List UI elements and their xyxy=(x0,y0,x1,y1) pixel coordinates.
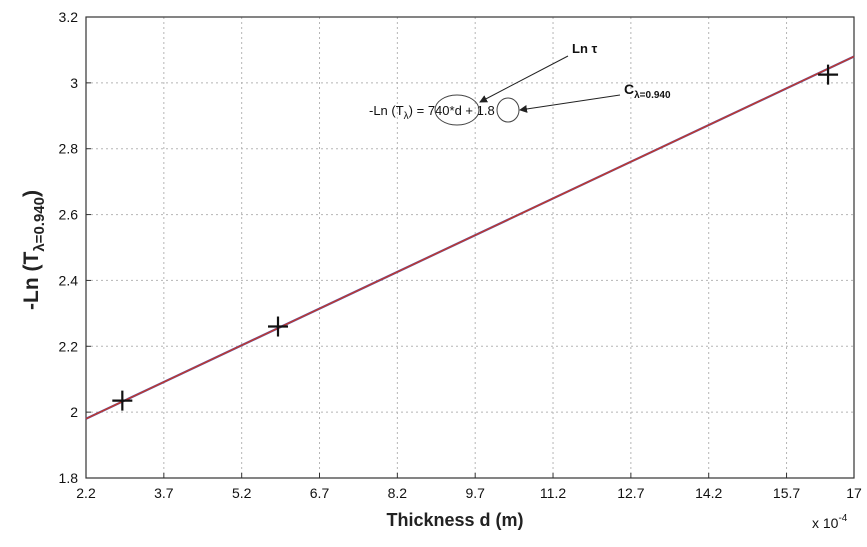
data-point-marker xyxy=(818,64,839,85)
slope-term-circle xyxy=(434,94,480,126)
svg-text:-Ln (Tλ) = 740*d + 1.8: -Ln (Tλ) = 740*d + 1.8 xyxy=(369,103,495,122)
y-tick-label: 2.2 xyxy=(59,338,79,354)
y-axis-label-prefix: -Ln (T xyxy=(20,252,43,310)
svg-text:-Ln (Tλ=0.940): -Ln (Tλ=0.940) xyxy=(20,190,48,310)
intercept-term-circle xyxy=(496,97,520,123)
x-tick-label: 12.7 xyxy=(617,485,644,501)
x-tick-label: 14.2 xyxy=(695,485,722,501)
x-tick-label: 3.7 xyxy=(154,485,174,501)
y-tick-label: 1.8 xyxy=(59,470,79,486)
equation-plus: + xyxy=(462,103,477,118)
x-axis-multiplier: x 10-4 xyxy=(812,513,848,531)
x-tick-label: 6.7 xyxy=(310,485,330,501)
x-tick-label: 11.2 xyxy=(540,485,566,501)
x-axis-label: Thickness d (m) xyxy=(386,510,523,530)
y-tick-label: 2 xyxy=(70,404,78,420)
y-tick-label: 3.2 xyxy=(59,9,79,25)
equation-subscript: λ xyxy=(404,111,409,122)
x-tick-label: 2.2 xyxy=(76,485,96,501)
y-tick-labels: 1.8 2 2.2 2.4 2.6 2.8 3 3.2 xyxy=(59,9,79,486)
fit-line xyxy=(85,55,855,420)
grid xyxy=(85,16,855,479)
y-tick-label: 3 xyxy=(70,75,78,91)
x-tick-labels: 2.2 3.7 5.2 6.7 8.2 9.7 11.2 12.7 14.2 15.7 17 xyxy=(76,485,862,501)
plot-area-frame xyxy=(85,16,855,479)
x-tick-label: 9.7 xyxy=(465,485,485,501)
equation-intercept-term: 1.8 xyxy=(477,103,495,118)
fit-equation-annotation: -Ln (Tλ) = 740*d + 1.8 xyxy=(369,94,520,126)
equation-mid: ) = xyxy=(409,103,428,118)
x-axis-multiplier-base: x 10 xyxy=(812,515,839,531)
c-lambda-subscript: λ=0.940 xyxy=(634,90,671,101)
x-tick-label: 17 xyxy=(846,485,862,501)
y-tick-label: 2.4 xyxy=(59,272,79,288)
data-point-marker xyxy=(268,316,288,337)
y-axis-label-subscript: λ=0.940 xyxy=(31,197,48,252)
c-lambda-main: C xyxy=(624,81,634,97)
equation-prefix: -Ln (T xyxy=(369,103,404,118)
x-axis-multiplier-exponent: -4 xyxy=(838,513,847,524)
equation-slope-term: 740*d xyxy=(428,103,462,118)
y-tick-label: 2.8 xyxy=(59,141,79,157)
ln-tau-label: Ln τ xyxy=(572,41,597,56)
x-tick-label: 15.7 xyxy=(773,485,800,501)
series xyxy=(85,55,855,420)
c-lambda-arrow xyxy=(519,94,621,113)
x-tick-label: 8.2 xyxy=(388,485,408,501)
data-point-marker xyxy=(112,390,133,411)
y-axis-label: -Ln (Tλ=0.940) xyxy=(20,190,48,310)
y-tick-label: 2.6 xyxy=(59,207,79,223)
c-lambda-label: Cλ=0.940 xyxy=(624,81,671,101)
ln-tau-arrow xyxy=(479,55,569,103)
x-tick-label: 5.2 xyxy=(232,485,252,501)
y-axis-label-suffix: ) xyxy=(20,190,43,197)
